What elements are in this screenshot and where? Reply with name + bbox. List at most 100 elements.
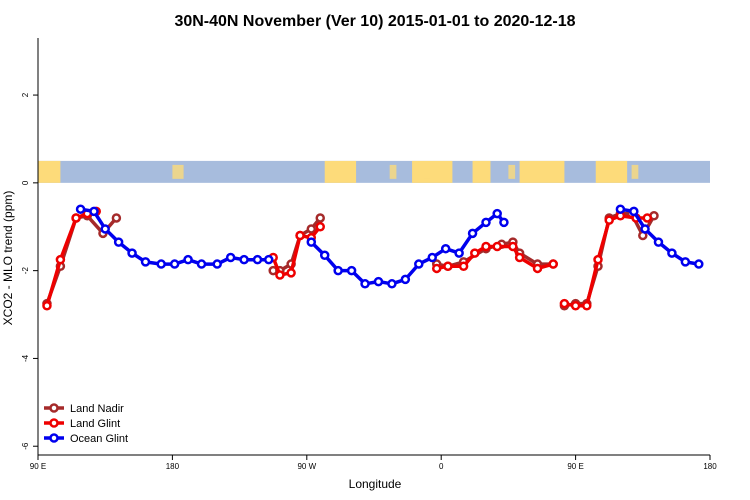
ocean-glint-point	[113, 237, 124, 247]
legend-entry: Ocean Glint	[70, 433, 128, 445]
legend-entry: Land Nadir	[70, 403, 124, 415]
land-nadir-point	[111, 213, 122, 223]
chart-title: 30N-40N November (Ver 10) 2015-01-01 to …	[174, 13, 575, 30]
x-tick-label: 90 E	[567, 462, 583, 471]
land-glint-point	[42, 301, 52, 311]
land-glint-point	[492, 241, 502, 252]
ocean-glint-point	[212, 259, 222, 269]
land-glint-point	[431, 263, 442, 274]
land-glint-point	[71, 213, 81, 223]
ocean-glint-point	[481, 217, 491, 228]
axes: 90 E 180 90 W 0 90 E 180 2 0 -2 -4 -6	[21, 38, 717, 471]
ocean-glint-point	[653, 237, 664, 247]
ocean-glint-point	[89, 206, 99, 217]
land-glint-point	[295, 230, 305, 241]
legend-marker	[49, 418, 59, 428]
ocean-glint-point	[373, 276, 384, 287]
ocean-glint-point	[306, 237, 317, 247]
ocean-glint-point	[387, 279, 397, 289]
x-tick-label: 90 E	[30, 462, 46, 471]
land-glint-point	[458, 261, 469, 272]
land-glint-point	[514, 252, 525, 263]
land-fragment	[508, 164, 516, 179]
ocean-glint-point	[640, 224, 650, 234]
world-map-band	[38, 160, 710, 183]
y-tick-label: 2	[21, 92, 30, 97]
legend-marker	[49, 403, 59, 413]
ocean-glint-point	[169, 259, 180, 269]
ocean-glint-point	[127, 248, 137, 258]
land-glint-point	[286, 268, 296, 278]
ocean-glint-point	[694, 259, 704, 269]
land-glint-point	[570, 301, 581, 311]
land-glint-point	[559, 298, 570, 309]
ocean-glint-point	[400, 274, 411, 285]
ocean-glint-point	[100, 224, 110, 234]
ocean-glint-point	[680, 257, 691, 267]
ocean-glint-point	[629, 206, 639, 217]
ocean-glint-point	[319, 250, 330, 261]
land-glint-point	[642, 213, 653, 223]
y-tick-label: 0	[21, 180, 30, 185]
land-glint-point	[508, 241, 518, 252]
land-fragment	[423, 164, 430, 179]
y-tick-label: -4	[21, 354, 30, 362]
land-region	[38, 160, 61, 183]
land-glint-point	[315, 221, 325, 232]
legend-entry: Land Glint	[70, 418, 120, 430]
land-glint-point	[532, 263, 543, 274]
land-nadir-point	[315, 213, 325, 223]
ocean-glint-point	[492, 208, 502, 219]
ocean-glint-point	[440, 243, 451, 254]
ocean-glint-point	[140, 257, 151, 267]
ocean-glint-point	[360, 279, 370, 289]
ocean-glint-point	[414, 259, 424, 269]
ocean-glint-point	[667, 248, 677, 258]
land-glint-point	[443, 261, 453, 272]
ocean-glint-point	[196, 259, 207, 269]
land-region	[472, 160, 491, 183]
land-glint-point	[593, 254, 603, 265]
land-glint-point	[548, 259, 558, 269]
land-region	[324, 160, 357, 183]
x-tick-label: 180	[166, 462, 180, 471]
land-glint-line	[436, 244, 554, 271]
land-region	[595, 160, 628, 183]
land-glint-point	[481, 241, 491, 252]
y-tick-label: -2	[21, 267, 30, 275]
land-glint-point	[582, 301, 592, 311]
ocean-glint-point	[239, 254, 249, 265]
ocean-glint-point	[75, 204, 86, 214]
legend-marker	[49, 433, 59, 443]
ocean-glint-point	[346, 265, 357, 276]
land-glint-point	[275, 270, 285, 280]
y-axis-label: XCO2 - MLO trend (ppm)	[1, 191, 15, 326]
ocean-glint-point	[615, 204, 626, 214]
ocean-glint-line	[310, 211, 506, 286]
ocean-glint-point	[454, 248, 464, 258]
x-tick-label: 180	[703, 462, 717, 471]
ocean-glint-point	[225, 252, 236, 263]
ocean-glint-point	[467, 228, 478, 239]
x-tick-label: 90 W	[297, 462, 316, 471]
ocean-glint-point	[427, 252, 437, 263]
y-tick-label: -6	[21, 442, 30, 450]
land-region	[412, 160, 453, 183]
land-fragment	[172, 164, 184, 179]
ocean-glint-point	[333, 265, 343, 276]
x-axis-label: Longitude	[349, 477, 402, 491]
ocean-glint-point	[252, 254, 263, 265]
land-nadir-point	[306, 224, 317, 234]
plot-area	[42, 204, 704, 311]
ocean-glint-point	[263, 254, 274, 265]
ocean-glint-point	[499, 217, 509, 228]
land-fragment	[631, 164, 639, 179]
x-tick-label: 0	[439, 462, 444, 471]
land-fragment	[389, 164, 397, 179]
legend: Land Nadir Land Glint Ocean Glint	[44, 403, 128, 445]
land-glint-point	[55, 254, 66, 265]
land-glint-point	[604, 215, 614, 225]
ocean-glint-point	[183, 254, 193, 265]
